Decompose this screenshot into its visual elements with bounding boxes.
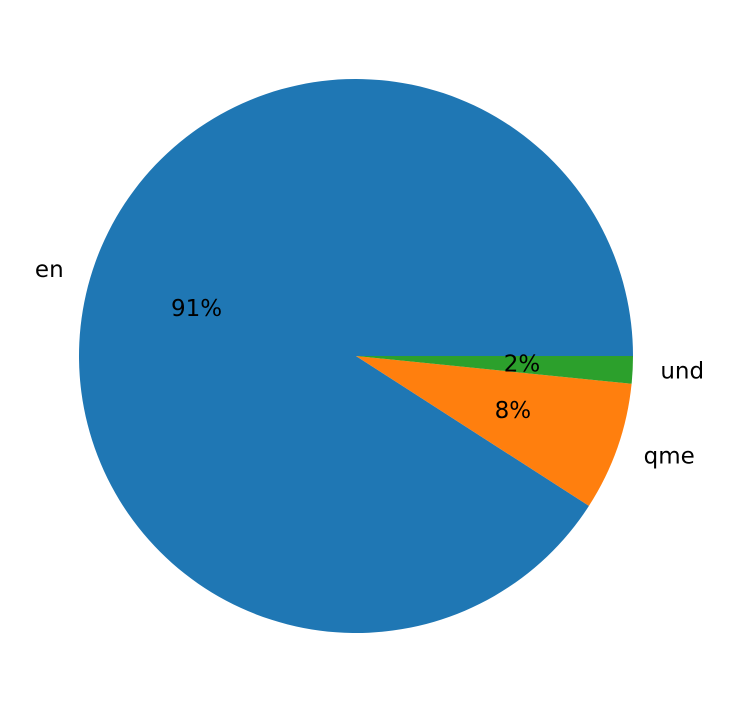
percent-label: 2% <box>504 351 541 377</box>
category-label: und <box>660 358 704 384</box>
pie-slices <box>78 79 633 634</box>
pie-slice-en <box>78 79 633 634</box>
category-label: qme <box>644 444 695 470</box>
category-label: en <box>35 257 64 283</box>
percent-label: 8% <box>495 398 532 424</box>
pie-slice-und <box>356 356 633 384</box>
pie-slice-qme <box>356 356 632 506</box>
percent-label: 91% <box>171 296 222 322</box>
pie-labels: en 91% qme 8% und 2% <box>35 257 704 469</box>
